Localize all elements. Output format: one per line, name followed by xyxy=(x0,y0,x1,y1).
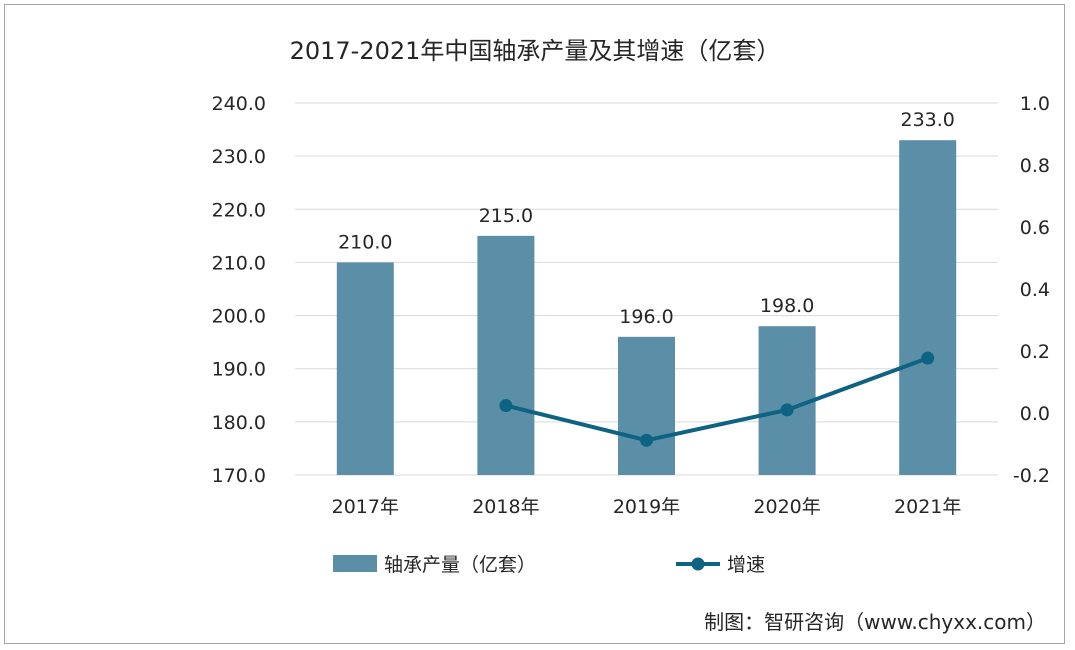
growth-point xyxy=(921,351,935,365)
bar xyxy=(477,235,535,475)
y-left-tick-label: 170.0 xyxy=(212,465,266,487)
growth-point xyxy=(780,403,794,417)
data-labels: 210.0 215.0 196.0 198.0 233.0 xyxy=(338,109,955,328)
y-left-tick-label: 190.0 xyxy=(212,359,266,381)
bar-value-label: 196.0 xyxy=(619,306,673,328)
line-series xyxy=(499,351,935,447)
growth-line xyxy=(505,356,929,443)
y-right-tick-label: 0.8 xyxy=(1020,155,1050,177)
x-tick-label: 2020年 xyxy=(753,496,820,518)
y-left-tick-label: 220.0 xyxy=(212,199,266,221)
bar xyxy=(899,140,957,475)
x-tick-label: 2017年 xyxy=(332,496,399,518)
growth-point xyxy=(499,399,513,413)
legend-line-marker xyxy=(691,557,705,571)
chart-frame: 2017-2021年中国轴承产量及其增速（亿套） 制图：智研咨询（www.chy… xyxy=(4,4,1065,644)
bar xyxy=(336,262,394,475)
legend: 轴承产量（亿套） 增速 xyxy=(333,554,765,576)
bar-value-label: 210.0 xyxy=(338,231,392,253)
legend-bar-swatch xyxy=(333,555,377,572)
bar-value-label: 233.0 xyxy=(900,109,954,131)
axis-ticks: 170.0 180.0 190.0 200.0 210.0 220.0 230.0 240.0… xyxy=(212,93,1050,518)
y-right-tick-label: 0.2 xyxy=(1020,341,1050,363)
chart-title: 2017-2021年中国轴承产量及其增速（亿套） xyxy=(289,37,781,65)
x-tick-label: 2018年 xyxy=(472,496,539,518)
y-left-tick-label: 240.0 xyxy=(212,93,266,115)
x-tick-label: 2019年 xyxy=(613,496,680,518)
y-left-tick-label: 230.0 xyxy=(212,146,266,168)
y-left-tick-label: 210.0 xyxy=(212,252,266,274)
legend-line-label: 增速 xyxy=(727,554,765,576)
source-credit: 制图：智研咨询（www.chyxx.com） xyxy=(704,610,1046,634)
legend-bar-label: 轴承产量（亿套） xyxy=(384,554,536,576)
growth-point xyxy=(640,433,653,447)
y-right-tick-label: -0.2 xyxy=(1013,465,1050,487)
y-left-tick-label: 180.0 xyxy=(212,412,266,434)
bar-series xyxy=(336,140,957,475)
bar-value-label: 198.0 xyxy=(760,295,814,317)
bar-value-label: 215.0 xyxy=(479,205,533,227)
y-right-tick-label: 0.4 xyxy=(1020,279,1050,301)
y-right-tick-label: 0.6 xyxy=(1020,217,1050,239)
bar xyxy=(758,326,816,475)
y-left-tick-label: 200.0 xyxy=(212,306,266,328)
y-right-tick-label: 0.0 xyxy=(1020,403,1050,425)
bar xyxy=(618,336,675,475)
y-right-tick-label: 1.0 xyxy=(1020,93,1050,115)
x-tick-label: 2021年 xyxy=(894,496,961,518)
